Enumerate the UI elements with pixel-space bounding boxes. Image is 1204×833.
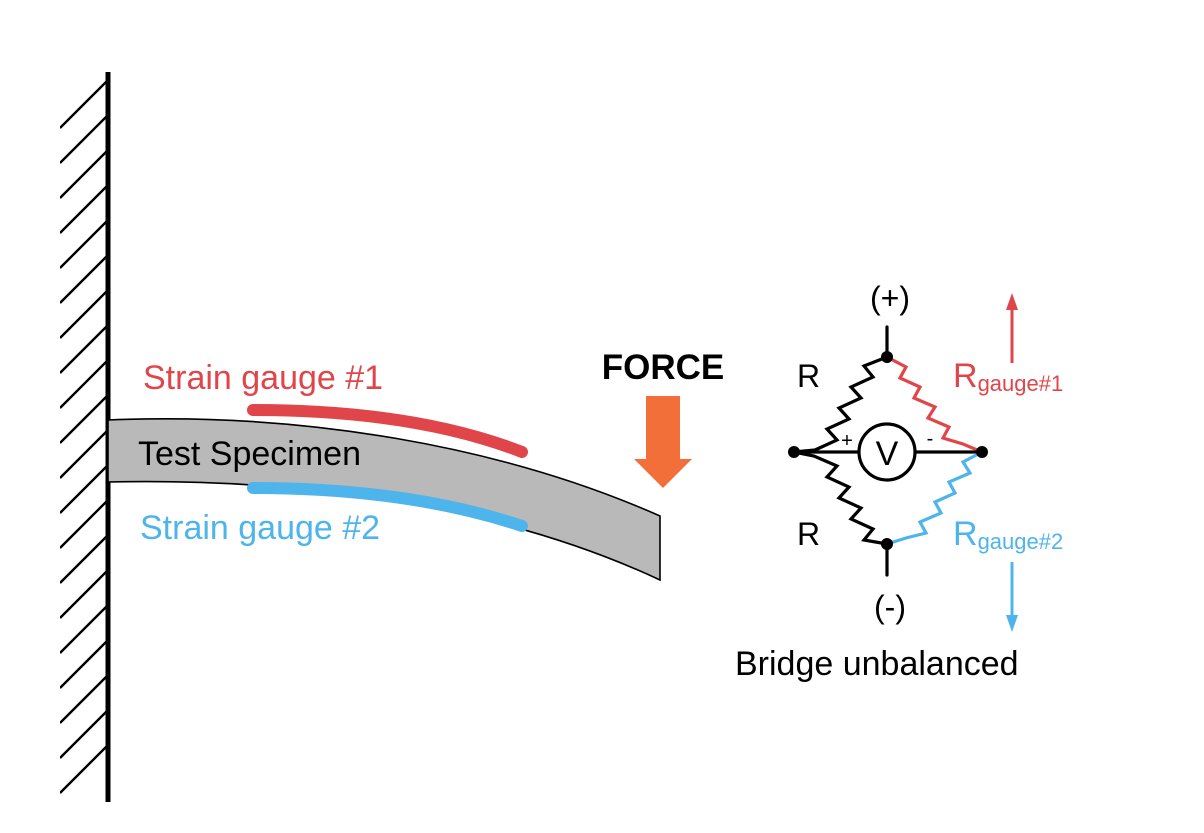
- arrow-up-icon: [1006, 293, 1018, 363]
- node-top: [881, 351, 893, 363]
- resistor-r-bottom-left-label: R: [797, 516, 820, 552]
- arrow-down-icon: [1006, 562, 1018, 632]
- voltmeter-minus-sign: -: [927, 428, 934, 450]
- r-gauge-1-subscript: gauge#1: [978, 371, 1064, 396]
- strain-gauge-2-strip: [247, 482, 528, 532]
- r-gauge-1-main: R: [953, 357, 978, 395]
- force-arrow-icon: [634, 396, 692, 488]
- strain-gauge-1-strip: [247, 404, 528, 458]
- resistor-r-top-left: [792, 355, 889, 454]
- minus-terminal-label: (-): [874, 589, 906, 625]
- test-specimen-label: Test Specimen: [138, 435, 361, 473]
- voltmeter-plus-sign: +: [841, 430, 853, 452]
- fixed-wall: [60, 72, 111, 802]
- node-left: [788, 446, 800, 458]
- plus-terminal-label: (+): [870, 280, 910, 316]
- strain-gauge-1-label: Strain gauge #1: [143, 359, 383, 397]
- resistor-r-bottom-left: [792, 450, 889, 546]
- strain-gauge-2-label: Strain gauge #2: [140, 509, 380, 547]
- voltmeter-label: V: [876, 435, 899, 473]
- resistor-r-gauge-2-label: Rgauge#2: [953, 515, 1063, 554]
- wheatstone-bridge: V + - (+) (-) R R Rgauge#1 Rgauge#2 Brid…: [735, 280, 1063, 683]
- force-label: FORCE: [602, 348, 725, 387]
- node-right: [976, 446, 988, 458]
- r-gauge-2-main: R: [953, 515, 978, 553]
- resistor-r-gauge-1: [885, 355, 984, 454]
- resistor-r-top-left-label: R: [797, 358, 820, 394]
- node-bottom: [881, 538, 893, 550]
- voltmeter-icon: [857, 422, 917, 482]
- resistor-r-gauge-1-label: Rgauge#1: [953, 357, 1063, 396]
- r-gauge-2-subscript: gauge#2: [978, 529, 1064, 554]
- bridge-status-label: Bridge unbalanced: [735, 645, 1019, 683]
- resistor-r-gauge-2: [885, 450, 984, 546]
